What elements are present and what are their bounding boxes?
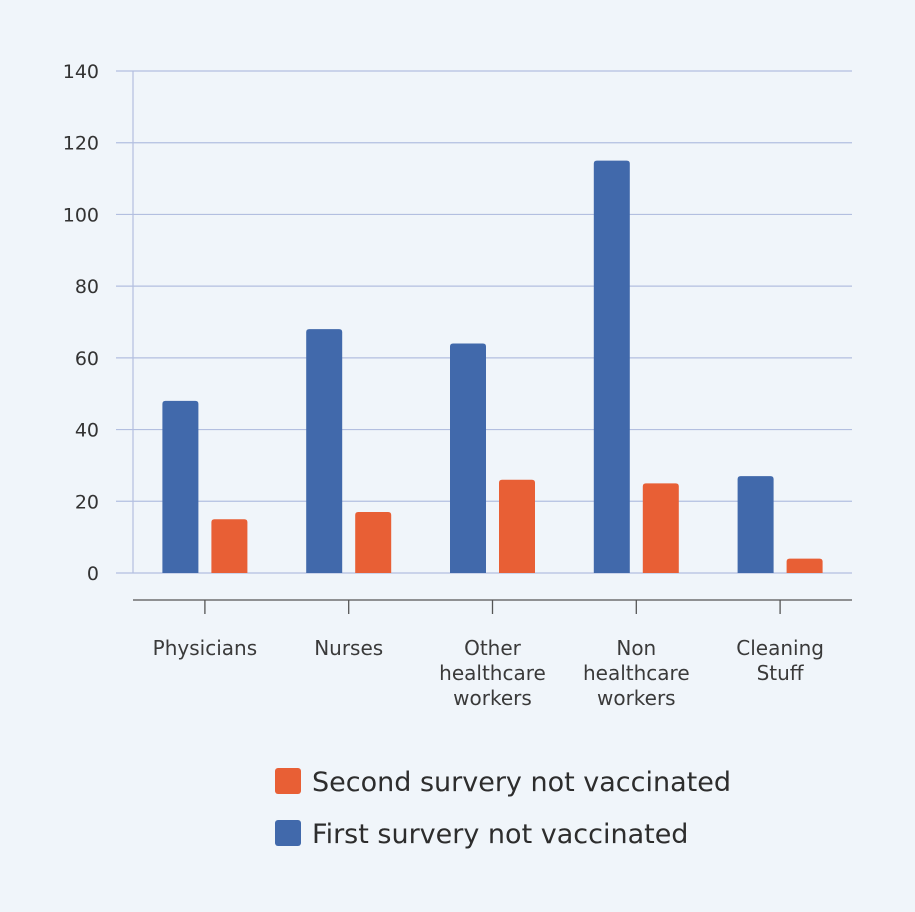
x-tick-label: Other healthcare workers (439, 636, 546, 710)
bar-second-survey (211, 519, 248, 573)
y-tick-label: 0 (87, 563, 99, 585)
y-tick-label: 40 (75, 420, 99, 442)
bar-second-survey (499, 479, 535, 573)
x-tick-label: Physicians (153, 636, 257, 660)
legend-label: First survery not vaccinated (312, 819, 688, 850)
y-tick-label: 120 (63, 133, 99, 155)
legend: Second survery not vaccinated First surve… (275, 767, 731, 850)
bars (162, 160, 823, 573)
legend-swatch (275, 820, 301, 846)
legend-swatch (275, 768, 301, 794)
x-tick-label: Nurses (314, 636, 383, 660)
bar-first-survey (306, 329, 343, 573)
bar-first-survey (593, 160, 630, 573)
bar-second-survey (642, 483, 679, 573)
bar-first-survey (162, 400, 199, 573)
x-axis: Physicians Nurses Other healthcare workers No… (133, 599, 852, 710)
y-axis: 0 20 40 60 80 100 120 140 (63, 61, 134, 585)
bar-first-survey (737, 476, 774, 573)
y-tick-label: 100 (63, 204, 99, 226)
y-tick-label: 140 (63, 61, 99, 83)
y-tick-label: 60 (75, 348, 99, 370)
x-tick-label: Non healthcare workers (583, 636, 690, 710)
y-tick-label: 80 (75, 276, 99, 298)
x-tick-label: Cleaning Stuff (736, 636, 824, 685)
bar-second-survey (355, 512, 392, 573)
bar-second-survey (786, 558, 823, 573)
bar-first-survey (450, 343, 486, 573)
legend-label: Second survery not vaccinated (312, 767, 731, 798)
y-tick-label: 20 (75, 491, 99, 513)
